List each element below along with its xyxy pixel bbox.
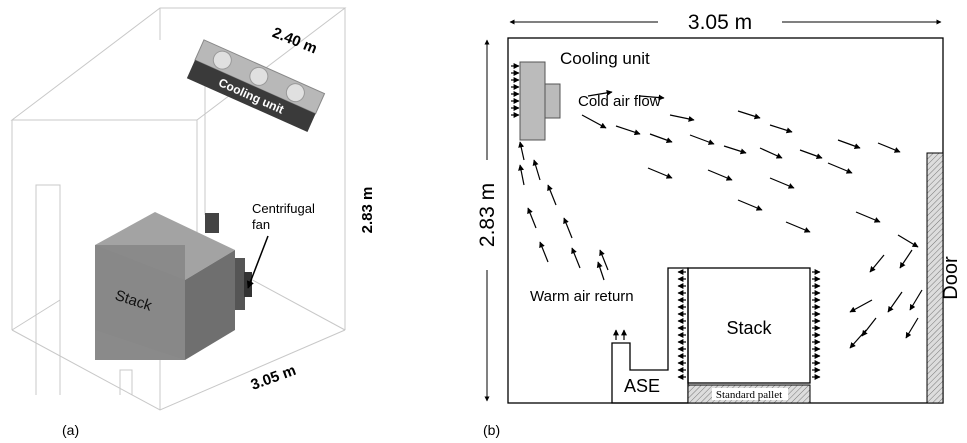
arrow	[615, 125, 641, 136]
arrow	[737, 199, 763, 211]
arrow	[905, 317, 919, 339]
arrow	[785, 221, 811, 233]
arrow	[596, 261, 605, 281]
arrow	[849, 329, 867, 349]
arrow	[527, 207, 537, 229]
arrow	[897, 234, 919, 248]
panel-a: Cooling unit Stack Centrifugal fan 2.40 …	[10, 7, 376, 438]
arrow	[581, 114, 607, 129]
arrow	[827, 162, 853, 174]
arrow	[737, 110, 761, 120]
width-label: 2.40 m	[270, 24, 320, 57]
arrow	[532, 159, 541, 181]
caption: (b)	[483, 422, 500, 438]
panel-b: Door 3.05 m 2.83 m Cooling unit Cold air…	[476, 11, 962, 438]
arrow	[849, 299, 873, 313]
arrow	[769, 124, 793, 134]
airflow-arrows	[511, 63, 923, 380]
arrow	[539, 241, 549, 263]
arrow	[647, 167, 673, 179]
arrow	[887, 291, 903, 313]
pallet-label: Standard pallet	[716, 389, 782, 401]
length-label: 3.05 m	[249, 362, 299, 394]
arrow	[855, 211, 881, 223]
caption: (a)	[62, 422, 79, 438]
arrow	[861, 317, 877, 337]
cold-air-label: Cold air flow	[578, 93, 661, 110]
arrow	[769, 177, 795, 189]
arrow	[649, 133, 673, 143]
arrow	[571, 247, 581, 269]
arrow	[799, 149, 823, 159]
arrow	[563, 217, 573, 239]
arrow	[547, 184, 557, 206]
arrow	[639, 94, 665, 101]
stack-a: Stack	[95, 212, 252, 360]
fan-label: Centrifugal	[252, 201, 315, 216]
arrow	[877, 142, 901, 153]
arrow	[759, 147, 783, 159]
stack-label: Stack	[726, 318, 772, 338]
door	[926, 152, 944, 404]
fan-label: fan	[252, 217, 270, 232]
arrow	[518, 164, 525, 186]
arrow	[837, 139, 861, 149]
cooling-unit-label: Cooling unit	[560, 49, 650, 68]
arrow	[599, 249, 609, 271]
arrow	[707, 169, 733, 181]
cooling-unit	[519, 61, 546, 141]
arrow	[587, 89, 613, 97]
arrow	[723, 145, 747, 155]
arrow	[909, 289, 923, 311]
height-label: 2.83 m	[476, 183, 499, 247]
arrow	[869, 254, 885, 273]
ase-label: ASE	[624, 376, 660, 396]
arrow	[689, 134, 715, 145]
arrow	[669, 114, 695, 122]
width-label: 3.05 m	[688, 11, 752, 34]
height-label: 2.83 m	[359, 187, 376, 234]
cooling-unit-part	[544, 83, 561, 119]
arrow	[518, 141, 525, 161]
ase	[611, 267, 689, 404]
arrow	[899, 249, 913, 269]
warm-air-label: Warm air return	[530, 288, 634, 305]
door-label: Door	[940, 256, 962, 300]
fan-pointer	[246, 235, 269, 289]
